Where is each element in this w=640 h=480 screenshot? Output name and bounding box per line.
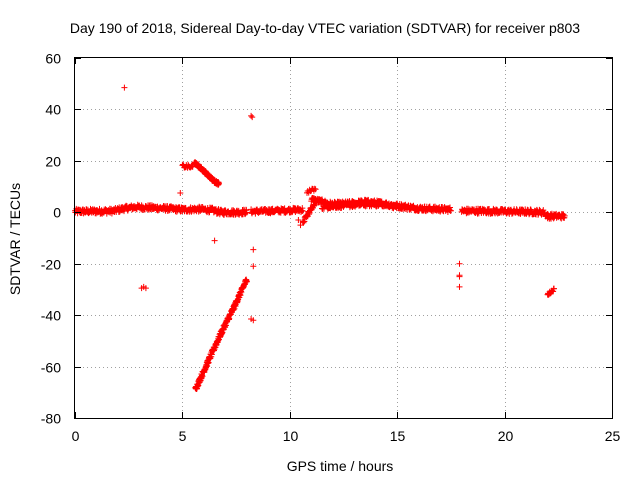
y-tick-label: 0 <box>53 205 61 221</box>
x-tick-labels: 0 5 10 15 20 25 <box>72 428 621 444</box>
data-point <box>456 283 463 290</box>
data-point <box>243 278 250 285</box>
data-point <box>211 237 218 244</box>
data-points <box>72 84 568 392</box>
data-point <box>447 207 454 214</box>
plot-frame <box>74 57 613 419</box>
data-point <box>248 112 255 119</box>
x-axis-label: GPS time / hours <box>287 458 394 474</box>
x-tick-label: 5 <box>179 428 187 444</box>
grid <box>75 58 612 418</box>
y-tick-labels: -80 -60 -40 -20 0 20 40 60 <box>41 51 61 427</box>
y-tick-label: -60 <box>41 360 61 376</box>
axis-ticks <box>75 58 613 419</box>
x-tick-label: 20 <box>498 428 514 444</box>
chart-title: Day 190 of 2018, Sidereal Day-to-day VTE… <box>70 20 580 36</box>
data-point <box>188 162 195 169</box>
x-tick-label: 25 <box>605 428 621 444</box>
y-tick-label: 20 <box>45 154 61 170</box>
data-point <box>249 114 256 121</box>
data-point <box>121 84 128 91</box>
data-point <box>393 205 400 212</box>
data-point <box>299 208 306 214</box>
data-point <box>142 285 149 292</box>
data-point <box>312 197 319 204</box>
y-axis-label: SDTVAR / TECUs <box>7 183 23 295</box>
x-tick-label: 10 <box>283 428 299 444</box>
data-point <box>297 222 304 229</box>
data-point <box>456 260 463 267</box>
x-tick-label: 15 <box>390 428 406 444</box>
data-point <box>250 263 257 270</box>
data-point <box>177 190 184 196</box>
data-point <box>311 185 318 192</box>
data-point <box>295 217 302 223</box>
y-tick-label: 40 <box>45 102 61 118</box>
y-tick-label: 60 <box>45 51 61 67</box>
data-point <box>250 246 257 253</box>
data-point <box>393 203 400 210</box>
y-tick-label: -40 <box>41 308 61 324</box>
data-point <box>250 317 257 324</box>
data-point <box>215 180 222 187</box>
data-point <box>561 212 568 219</box>
y-tick-label: -80 <box>41 411 61 427</box>
data-point <box>189 163 196 170</box>
data-point <box>551 285 557 292</box>
x-tick-label: 0 <box>72 428 80 444</box>
y-tick-label: -20 <box>41 257 61 273</box>
data-point <box>456 273 463 280</box>
data-point <box>312 186 319 193</box>
